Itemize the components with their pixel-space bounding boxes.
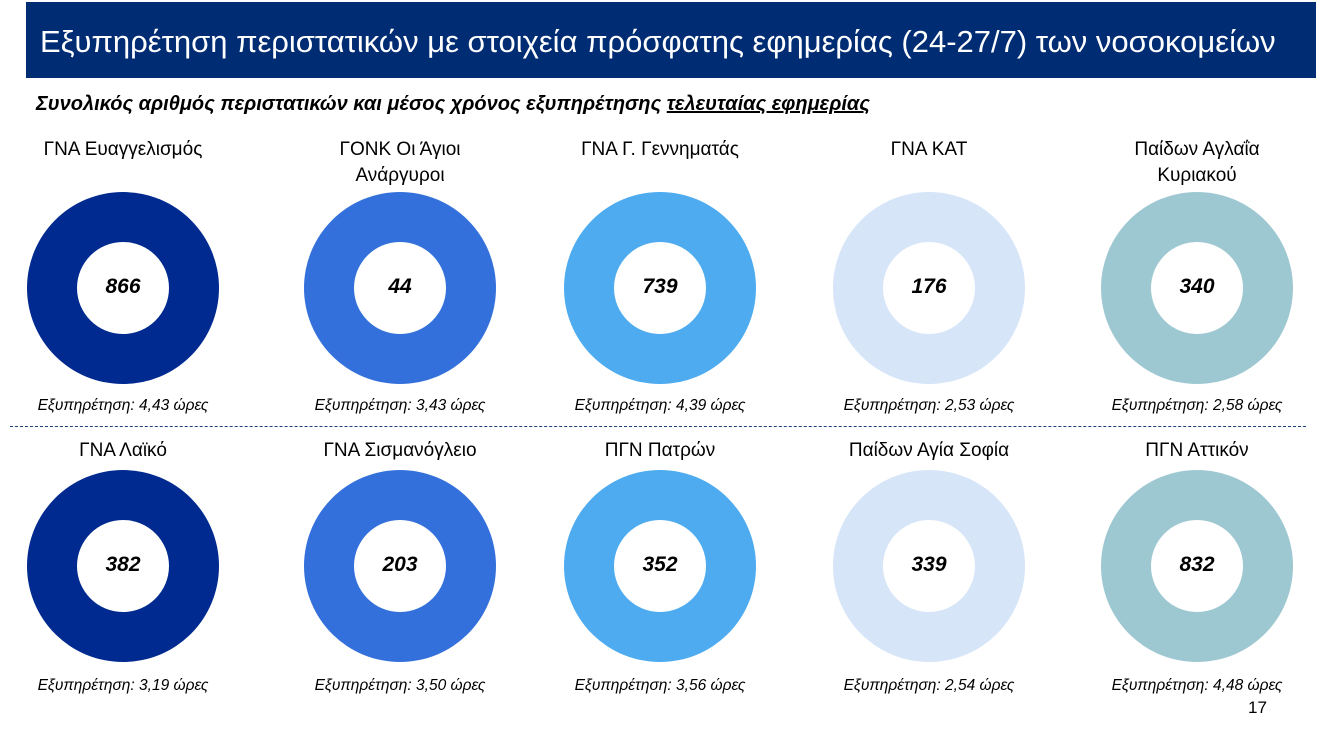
donut-ring bbox=[27, 470, 219, 662]
donut-hole bbox=[614, 520, 706, 612]
service-time-label: Εξυπηρέτηση: 2,58 ώρες bbox=[1111, 397, 1283, 414]
title-banner: Εξυπηρέτηση περιστατικών με στοιχεία πρό… bbox=[26, 2, 1316, 78]
donut-hole bbox=[354, 242, 446, 334]
hospital-name: ΓΝΑ Γ. Γεννηματάς bbox=[581, 139, 739, 160]
service-time-label: Εξυπηρέτηση: 3,50 ώρες bbox=[314, 677, 486, 694]
case-count-label: 339 bbox=[911, 553, 947, 576]
case-count-label: 44 bbox=[388, 275, 412, 298]
service-time-label: Εξυπηρέτηση: 2,54 ώρες bbox=[843, 677, 1015, 694]
service-time-label: Εξυπηρέτηση: 3,56 ώρες bbox=[574, 677, 746, 694]
page-number: 17 bbox=[1248, 698, 1267, 717]
donut-ring bbox=[833, 192, 1025, 384]
donut-ring bbox=[27, 192, 219, 384]
donut-ring bbox=[1101, 192, 1293, 384]
donut-ring bbox=[304, 470, 496, 662]
donut-ring bbox=[833, 470, 1025, 662]
donut-hole bbox=[354, 520, 446, 612]
case-count-label: 382 bbox=[105, 553, 141, 576]
service-time-label: Εξυπηρέτηση: 2,53 ώρες bbox=[843, 397, 1015, 414]
donut-hole bbox=[1151, 242, 1243, 334]
hospital-name: ΠΓΝ Πατρών bbox=[604, 440, 716, 461]
case-count-label: 352 bbox=[642, 553, 678, 576]
service-time-label: Εξυπηρέτηση: 3,43 ώρες bbox=[314, 397, 486, 414]
donut-hole bbox=[883, 520, 975, 612]
case-count-label: 203 bbox=[382, 553, 418, 576]
service-time-label: Εξυπηρέτηση: 4,43 ώρες bbox=[37, 397, 209, 414]
service-time-label: Εξυπηρέτηση: 4,39 ώρες bbox=[574, 397, 746, 414]
subtitle: Συνολικός αριθμός περιστατικών και μέσος… bbox=[36, 93, 870, 116]
row-divider bbox=[10, 426, 1306, 427]
donut-hole bbox=[77, 520, 169, 612]
case-count-label: 866 bbox=[105, 275, 141, 298]
service-time-label: Εξυπηρέτηση: 3,19 ώρες bbox=[37, 677, 209, 694]
donut-hole bbox=[614, 242, 706, 334]
subtitle-main: Συνολικός αριθμός περιστατικών και μέσος… bbox=[36, 93, 667, 115]
donut-hole bbox=[77, 242, 169, 334]
donut-ring bbox=[304, 192, 496, 384]
hospital-name: ΓΝΑ Ευαγγελισμός bbox=[43, 139, 203, 160]
subtitle-underlined: τελευταίας εφημερίας bbox=[666, 93, 870, 115]
case-count-label: 832 bbox=[1179, 553, 1215, 576]
hospital-name: Παίδων Αγλαΐα Κυριακού bbox=[1134, 139, 1260, 186]
hospital-name: ΠΓΝ Αττικόν bbox=[1145, 440, 1249, 461]
hospital-name: ΓΝΑ Σισμανόγλειο bbox=[323, 440, 477, 461]
case-count-label: 176 bbox=[911, 275, 947, 298]
donut-hole bbox=[883, 242, 975, 334]
donut-ring bbox=[1101, 470, 1293, 662]
case-count-label: 340 bbox=[1179, 275, 1215, 298]
hospital-name: ΓΟΝΚ Οι Άγιοι Ανάργυροι bbox=[339, 139, 461, 186]
hospital-name: ΓΝΑ Λαϊκό bbox=[79, 440, 167, 461]
hospital-name: ΓΝΑ ΚΑΤ bbox=[890, 139, 968, 160]
hospital-name: Παίδων Αγία Σοφία bbox=[848, 440, 1010, 461]
service-time-label: Εξυπηρέτηση: 4,48 ώρες bbox=[1111, 677, 1283, 694]
page-title: Εξυπηρέτηση περιστατικών με στοιχεία πρό… bbox=[40, 24, 1276, 59]
donut-ring bbox=[564, 192, 756, 384]
donut-hole bbox=[1151, 520, 1243, 612]
case-count-label: 739 bbox=[642, 275, 678, 298]
donut-ring bbox=[564, 470, 756, 662]
